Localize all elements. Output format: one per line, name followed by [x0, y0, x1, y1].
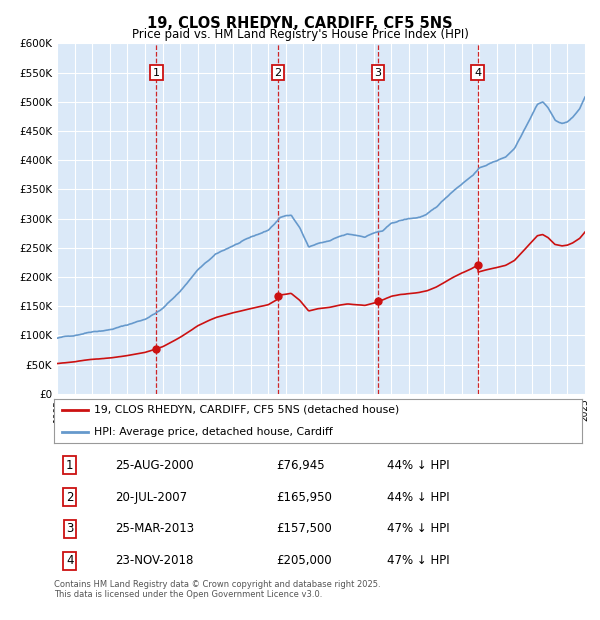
Text: 47% ↓ HPI: 47% ↓ HPI: [386, 523, 449, 536]
Text: 19, CLOS RHEDYN, CARDIFF, CF5 5NS (detached house): 19, CLOS RHEDYN, CARDIFF, CF5 5NS (detac…: [94, 405, 399, 415]
Text: 19, CLOS RHEDYN, CARDIFF, CF5 5NS: 19, CLOS RHEDYN, CARDIFF, CF5 5NS: [147, 16, 453, 30]
Text: 44% ↓ HPI: 44% ↓ HPI: [386, 490, 449, 503]
Text: 3: 3: [374, 68, 382, 78]
Text: 25-MAR-2013: 25-MAR-2013: [115, 523, 194, 536]
Text: £165,950: £165,950: [276, 490, 332, 503]
Text: 44% ↓ HPI: 44% ↓ HPI: [386, 459, 449, 472]
Text: 2: 2: [274, 68, 281, 78]
Text: 1: 1: [153, 68, 160, 78]
Text: 23-NOV-2018: 23-NOV-2018: [115, 554, 193, 567]
Text: 2: 2: [66, 490, 74, 503]
Text: £76,945: £76,945: [276, 459, 325, 472]
Text: 20-JUL-2007: 20-JUL-2007: [115, 490, 187, 503]
Text: £157,500: £157,500: [276, 523, 332, 536]
Text: 3: 3: [66, 523, 74, 536]
Text: 25-AUG-2000: 25-AUG-2000: [115, 459, 193, 472]
Text: 4: 4: [474, 68, 481, 78]
Text: 4: 4: [66, 554, 74, 567]
Text: 1: 1: [66, 459, 74, 472]
Text: £205,000: £205,000: [276, 554, 331, 567]
Text: HPI: Average price, detached house, Cardiff: HPI: Average price, detached house, Card…: [94, 427, 332, 437]
Text: Price paid vs. HM Land Registry's House Price Index (HPI): Price paid vs. HM Land Registry's House …: [131, 28, 469, 41]
Text: Contains HM Land Registry data © Crown copyright and database right 2025.
This d: Contains HM Land Registry data © Crown c…: [54, 580, 380, 599]
Text: 47% ↓ HPI: 47% ↓ HPI: [386, 554, 449, 567]
